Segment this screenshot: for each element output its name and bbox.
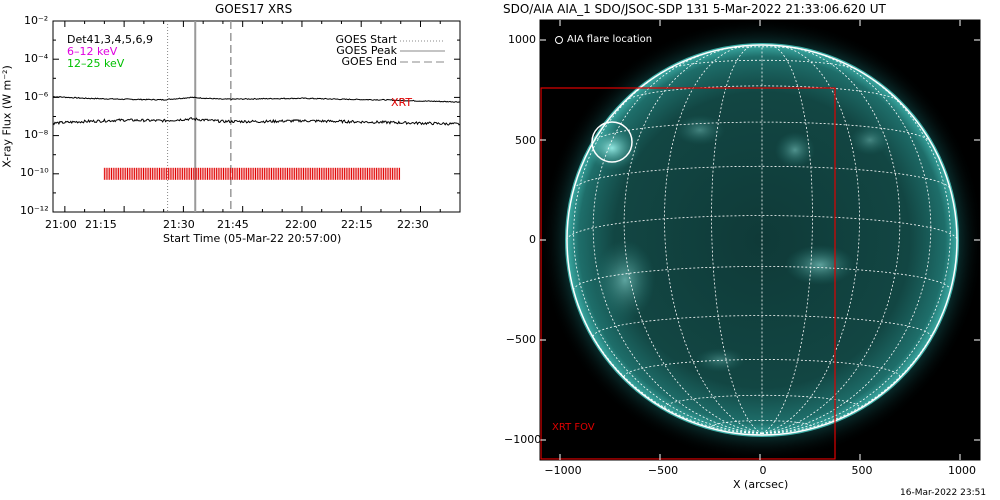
longitude-line <box>573 64 763 434</box>
goes-xtick-label: 22:00 <box>285 218 317 231</box>
legend-event-labels: GOES Start GOES Peak GOES End <box>330 34 397 67</box>
active-region <box>785 245 855 285</box>
goes-series-line <box>52 117 461 126</box>
aia-legend-label: AIA flare location <box>567 34 653 45</box>
longitude-line <box>592 49 763 434</box>
longitude-line <box>711 45 763 434</box>
aia-ytick-label: −1000 <box>504 433 542 446</box>
goes-title: GOES17 XRS <box>215 2 293 16</box>
latitude-line <box>593 121 931 142</box>
legend-detectors: Det41,3,4,5,6,9 <box>67 33 154 46</box>
active-region <box>695 348 745 372</box>
longitude-line <box>761 64 951 434</box>
goes-xtick-label: 21:15 <box>85 218 117 231</box>
latitude-line <box>667 59 857 70</box>
aia-ytick-label: 500 <box>515 134 536 147</box>
aia-xtick-label: 0 <box>759 464 767 477</box>
goes-xtick-label: 21:30 <box>163 218 195 231</box>
xrt-fov-label: XRT FOV <box>552 422 595 433</box>
aia-xtick-label: 1000 <box>948 464 976 477</box>
longitude-line <box>761 45 813 434</box>
active-region <box>595 240 655 320</box>
legend-low-energy: 6–12 keV <box>67 45 118 58</box>
active-region <box>584 126 640 170</box>
goes-x-ticks <box>64 21 461 212</box>
active-region <box>675 115 725 145</box>
latitude-line <box>567 215 957 241</box>
longitude-line <box>761 49 932 434</box>
longitude-line <box>567 239 763 434</box>
goes-ytick-label: 10⁻⁸ <box>24 128 49 141</box>
aia-ytick-label: −500 <box>505 333 536 346</box>
goes-ytick-label: 10⁻¹² <box>20 204 49 217</box>
legend-goes-peak: GOES Peak <box>336 44 397 57</box>
aia-axis-ticks <box>540 20 980 460</box>
goes-ytick-label: 10⁻⁶ <box>24 90 49 103</box>
aia-image <box>539 19 981 461</box>
xrt-coverage-bars <box>103 167 401 180</box>
latitude-line <box>664 394 860 408</box>
active-regions <box>584 115 890 372</box>
goes-xtick-label: 22:30 <box>397 218 429 231</box>
xrt-label: XRT <box>391 96 413 109</box>
longitude-line <box>761 239 957 434</box>
longitude-line <box>623 46 763 434</box>
legend-right-lines <box>400 40 445 63</box>
goes-event-markers <box>167 21 232 212</box>
active-region <box>775 132 815 168</box>
legend-detector-label: Det41,3,4,5,6,9 6–12 keV 12–25 keV <box>67 34 153 70</box>
aia-xtick-label: 500 <box>851 464 873 477</box>
aia-xtick-label: −500 <box>647 464 679 477</box>
goes-xlabel: Start Time (05-Mar-22 20:57:00) <box>163 232 342 245</box>
goes-xtick-label: 21:00 <box>45 218 77 231</box>
goes-xtick-label: 22:15 <box>341 218 373 231</box>
goes-series-line <box>53 96 461 103</box>
latitude-line <box>625 85 899 101</box>
footer-timestamp: 16-Mar-2022 23:51 <box>900 488 987 498</box>
goes-ylabel: X-ray Flux (W m⁻²) <box>0 65 14 168</box>
goes-ytick-label: 10⁻⁴ <box>24 52 49 65</box>
heliographic-grid <box>567 45 957 434</box>
goes-xtick-label: 21:45 <box>217 218 249 231</box>
aia-title: SDO/AIA AIA_1 SDO/JSOC-SDP 131 5-Mar-202… <box>503 2 886 16</box>
legend-goes-end: GOES End <box>341 55 397 68</box>
legend-high-energy: 12–25 keV <box>67 57 125 70</box>
goes-ytick-label: 10⁻² <box>24 14 49 27</box>
flare-location-circle <box>591 121 633 163</box>
longitude-line <box>761 46 901 434</box>
goes-series <box>52 96 461 126</box>
active-region <box>850 125 890 155</box>
limb <box>566 44 958 436</box>
aia-ytick-label: 0 <box>529 233 536 246</box>
aia-xlabel: X (arcsec) <box>733 478 789 491</box>
goes-plot <box>52 20 461 213</box>
aia-ytick-label: 1000 <box>508 33 536 46</box>
legend-flare-symbol <box>555 36 563 44</box>
xrt-fov-box <box>540 87 836 460</box>
aia-xtick-label: −1000 <box>544 464 582 477</box>
goes-ytick-label: 10⁻¹⁰ <box>20 166 49 179</box>
legend-goes-start: GOES Start <box>335 33 397 46</box>
